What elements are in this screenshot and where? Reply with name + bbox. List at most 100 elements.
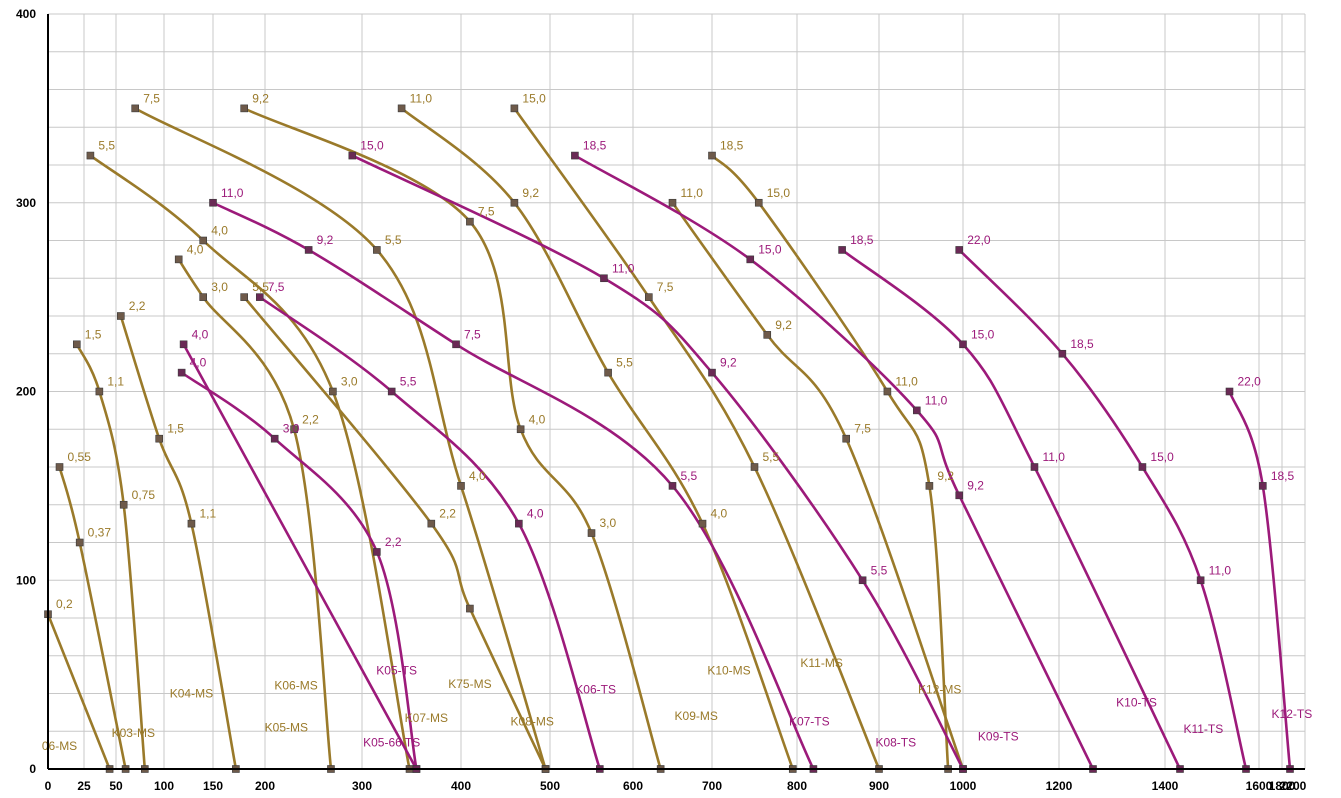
y-tick-label: 400 [16, 7, 36, 21]
x-tick-label: 600 [623, 779, 643, 793]
x-tick-label: 400 [451, 779, 471, 793]
series-curve [243, 296, 547, 770]
x-tick-label: 1600 [1246, 779, 1273, 793]
point-label: 2,2 [302, 412, 319, 426]
series-point [373, 246, 381, 254]
series-point [199, 293, 207, 301]
series-curve [671, 201, 965, 770]
series-point [179, 340, 188, 349]
series-label: K05-TS [376, 664, 417, 678]
series-point [55, 463, 64, 471]
series-label: K06-TS [575, 683, 616, 697]
series-point [95, 387, 104, 396]
point-label: 2,2 [129, 299, 146, 313]
point-label: 11,0 [1042, 450, 1065, 464]
series-label: K04-MS [170, 686, 213, 700]
x-tick-label: 100 [154, 779, 174, 793]
series-point [708, 151, 716, 160]
series-point [1058, 349, 1067, 358]
point-label: 9,2 [775, 318, 792, 332]
series-point [746, 255, 755, 264]
point-label: 5,5 [400, 375, 417, 389]
series-point [1030, 463, 1039, 471]
x-tick-label: 900 [869, 779, 889, 793]
point-label: 11,0 [612, 261, 635, 275]
point-label: 3,0 [341, 375, 358, 389]
series-point [1196, 576, 1205, 585]
grid [47, 13, 1306, 770]
point-label: 4,0 [192, 327, 209, 341]
series-label: K09-MS [675, 709, 718, 723]
point-label: 5,5 [763, 450, 780, 464]
x-tick-label: 800 [787, 779, 807, 793]
series-label: K05-MS [265, 720, 308, 734]
point-label: 15,0 [767, 186, 791, 200]
series-curve [243, 107, 662, 770]
point-labels: 0,20,550,371,51,10,752,21,51,14,03,02,25… [56, 91, 1295, 611]
x-tick-label: 1400 [1152, 779, 1179, 793]
point-label: 1,5 [167, 422, 184, 436]
series-curve [513, 107, 881, 770]
point-label: 0,2 [56, 597, 73, 611]
point-label: 0,37 [88, 526, 112, 540]
x-tick-label: 700 [702, 779, 722, 793]
point-label: 11,0 [410, 91, 433, 105]
point-label: 1,1 [107, 375, 124, 389]
series-markers [44, 104, 1294, 773]
series-curve [134, 107, 547, 770]
series-label: K07-TS [789, 715, 830, 729]
series-point [510, 198, 519, 207]
point-label: 1,5 [85, 327, 102, 341]
series-point [177, 368, 186, 377]
point-label: 15,0 [1150, 450, 1174, 464]
series-curve [259, 296, 602, 770]
y-tick-label: 300 [16, 196, 36, 210]
series-label: K07-MS [405, 711, 448, 725]
series-point [750, 463, 759, 471]
series-label: K11-MS [800, 656, 842, 670]
series-point [427, 519, 436, 528]
point-label: 2,2 [385, 535, 402, 549]
point-label: 18,5 [583, 139, 607, 153]
series-point [858, 576, 867, 585]
point-label: 7,5 [854, 422, 871, 436]
series-label: K06-MS [274, 679, 317, 693]
series-point [240, 293, 248, 301]
series-point [290, 425, 298, 434]
series-label: K12-TS [1272, 707, 1313, 721]
series-point [329, 387, 337, 396]
series-curve [180, 371, 418, 770]
series-label: K75-MS [448, 677, 491, 691]
series-curve [89, 154, 411, 770]
series-point [1138, 463, 1147, 471]
point-label: 0,55 [68, 450, 92, 464]
x-tick-label: 200 [255, 779, 275, 793]
point-label: 18,5 [1070, 337, 1094, 351]
series-point [912, 406, 921, 415]
point-label: 22,0 [1238, 375, 1262, 389]
series-point [955, 491, 964, 500]
series-point [754, 198, 763, 207]
series-point [600, 274, 608, 283]
point-label: 11,0 [895, 375, 918, 389]
series-point [668, 198, 677, 207]
series-point [199, 236, 207, 245]
point-label: 5,5 [252, 280, 269, 294]
point-label: 4,0 [190, 356, 207, 370]
point-label: 4,0 [529, 412, 546, 426]
series-point [955, 246, 964, 254]
point-label: 4,0 [187, 242, 204, 256]
series-point [644, 293, 653, 301]
point-label: 18,5 [850, 233, 874, 247]
series-point [1259, 482, 1267, 490]
series-point [155, 434, 163, 443]
series-curve [46, 613, 111, 770]
series-label: K05-66 TS [363, 735, 420, 749]
point-label: 11,0 [681, 186, 704, 200]
point-label: 0,75 [132, 488, 156, 502]
series-point [708, 368, 716, 377]
series-point [515, 519, 523, 528]
series-label: 06-MS [42, 739, 77, 753]
series-curve [177, 258, 333, 770]
